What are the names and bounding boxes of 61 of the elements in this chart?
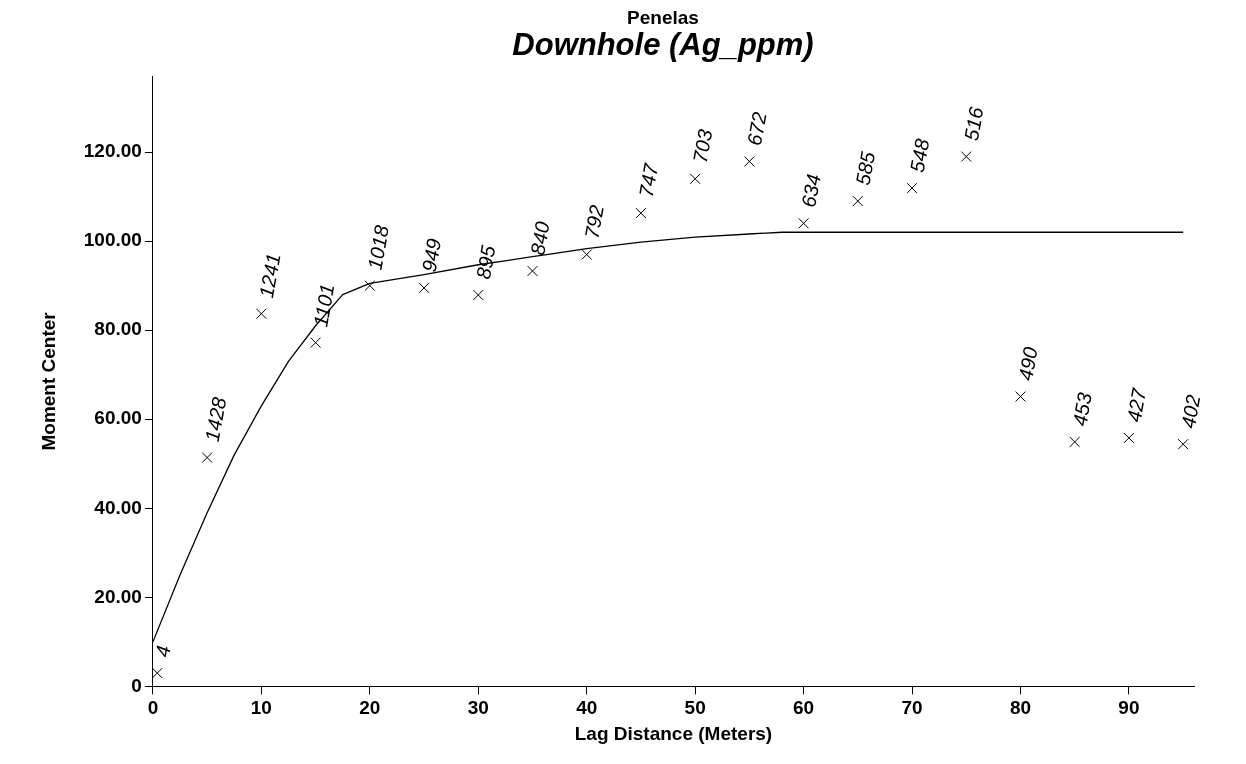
y-tick-label: 100.00 — [83, 229, 142, 251]
annotation: 672 — [743, 110, 771, 148]
annotation: 516 — [960, 104, 988, 143]
x-tick-label: 40 — [576, 697, 598, 719]
x-tick-label: 0 — [147, 697, 159, 719]
point — [798, 217, 810, 229]
x-tick-label: 90 — [1118, 697, 1140, 719]
point — [960, 151, 972, 162]
annotation: 585 — [851, 149, 880, 187]
annotation: 1241 — [255, 251, 285, 300]
point — [364, 280, 376, 292]
annotation: 4 — [151, 643, 175, 659]
annotation: 1018 — [363, 223, 393, 272]
annotation: 634 — [797, 172, 825, 209]
x-tick-label: 30 — [467, 697, 489, 719]
chart-title: Downhole (Ag_ppm) — [511, 27, 815, 62]
point — [527, 265, 538, 277]
point — [635, 207, 647, 219]
y-tick-label: 120.00 — [83, 140, 142, 162]
annotation: 427 — [1122, 386, 1151, 424]
point — [472, 289, 484, 301]
y-axis-title: Moment Center — [37, 311, 59, 451]
point — [1123, 432, 1135, 444]
annotation: 949 — [417, 236, 446, 274]
y-tick-label: 80.00 — [94, 318, 142, 340]
annotation: 792 — [580, 203, 608, 241]
x-tick-label: 10 — [250, 697, 272, 719]
point — [152, 667, 163, 679]
point — [852, 195, 864, 207]
annotation: 548 — [905, 137, 934, 174]
point — [689, 173, 701, 185]
x-tick-label: 60 — [793, 697, 815, 719]
annotation: 895 — [472, 243, 500, 281]
point — [310, 337, 322, 349]
point — [201, 452, 213, 463]
annotation: 703 — [688, 127, 717, 165]
annotation: 747 — [634, 161, 663, 199]
point — [743, 155, 755, 167]
chart-subtitle: Penelas — [626, 7, 700, 28]
y-tick-label: 60.00 — [94, 407, 142, 429]
annotation: 840 — [526, 219, 554, 257]
annotation: 402 — [1176, 393, 1205, 430]
point — [906, 182, 918, 194]
y-tick-label: 20.00 — [94, 585, 142, 607]
point — [581, 249, 593, 260]
x-tick-label: 50 — [684, 697, 706, 719]
point — [1069, 436, 1081, 448]
y-tick-label: 0 — [131, 674, 142, 696]
x-axis-title: Lag Distance (Meters) — [574, 722, 773, 744]
point — [255, 308, 267, 320]
annotation: 490 — [1014, 345, 1042, 383]
x-tick-label: 70 — [901, 697, 923, 719]
annotation: 1101 — [309, 282, 339, 329]
x-tick-label: 20 — [359, 697, 381, 719]
point — [1177, 438, 1189, 450]
annotation: 453 — [1068, 390, 1096, 428]
x-tick-label: 80 — [1009, 697, 1032, 719]
point — [418, 282, 430, 294]
point — [1015, 391, 1026, 402]
y-tick-label: 40.00 — [94, 496, 142, 518]
annotation: 1428 — [200, 395, 231, 444]
